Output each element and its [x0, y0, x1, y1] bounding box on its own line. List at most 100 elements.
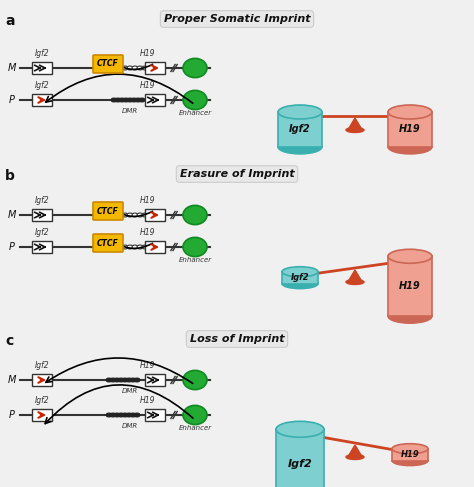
Text: H19: H19	[399, 125, 421, 134]
Ellipse shape	[111, 98, 117, 102]
Ellipse shape	[346, 128, 364, 132]
Ellipse shape	[132, 213, 138, 217]
Ellipse shape	[388, 140, 432, 154]
Ellipse shape	[117, 66, 123, 70]
Ellipse shape	[183, 91, 207, 110]
Ellipse shape	[117, 213, 123, 217]
Ellipse shape	[399, 115, 421, 120]
Ellipse shape	[130, 378, 136, 382]
Text: H19: H19	[140, 81, 156, 90]
Ellipse shape	[127, 245, 133, 249]
Bar	[145, 209, 165, 221]
Ellipse shape	[399, 260, 421, 265]
Ellipse shape	[130, 413, 136, 417]
Polygon shape	[349, 270, 361, 280]
Ellipse shape	[388, 309, 432, 323]
Ellipse shape	[278, 140, 322, 154]
Text: Igf2: Igf2	[35, 81, 49, 90]
Polygon shape	[349, 445, 361, 455]
Ellipse shape	[122, 413, 128, 417]
Text: Proper Somatic Imprint: Proper Somatic Imprint	[164, 14, 310, 24]
Bar	[32, 94, 52, 106]
Text: Enhancer: Enhancer	[178, 257, 211, 263]
Text: Enhancer: Enhancer	[178, 425, 211, 431]
Polygon shape	[349, 118, 361, 128]
Text: P: P	[9, 95, 15, 105]
Text: CTCF: CTCF	[97, 206, 119, 216]
Ellipse shape	[112, 213, 118, 217]
FancyBboxPatch shape	[93, 202, 123, 220]
Ellipse shape	[117, 245, 123, 249]
Ellipse shape	[392, 456, 428, 466]
Text: Igf2: Igf2	[291, 273, 310, 282]
Ellipse shape	[278, 105, 322, 119]
Ellipse shape	[137, 66, 143, 70]
Text: H19: H19	[140, 396, 156, 405]
Text: H19: H19	[140, 228, 156, 237]
Ellipse shape	[183, 206, 207, 225]
Text: H19: H19	[140, 361, 156, 370]
Ellipse shape	[110, 413, 116, 417]
Bar	[32, 241, 52, 253]
Text: CTCF: CTCF	[97, 59, 119, 69]
Bar	[145, 374, 165, 386]
Ellipse shape	[118, 413, 124, 417]
Polygon shape	[276, 430, 324, 487]
Text: Igf2: Igf2	[35, 228, 49, 237]
Bar	[145, 409, 165, 421]
Bar	[32, 62, 52, 75]
Ellipse shape	[134, 378, 140, 382]
Ellipse shape	[183, 58, 207, 77]
Ellipse shape	[131, 98, 137, 102]
Ellipse shape	[183, 405, 207, 425]
Ellipse shape	[139, 98, 145, 102]
Text: M: M	[8, 210, 16, 220]
Text: Igf2: Igf2	[35, 196, 49, 205]
Ellipse shape	[183, 237, 207, 257]
Ellipse shape	[282, 267, 318, 277]
Text: Enhancer: Enhancer	[178, 110, 211, 116]
Text: c: c	[5, 334, 13, 348]
Ellipse shape	[127, 98, 133, 102]
Ellipse shape	[112, 66, 118, 70]
Ellipse shape	[137, 245, 143, 249]
Ellipse shape	[392, 444, 428, 454]
Ellipse shape	[118, 378, 124, 382]
Polygon shape	[278, 112, 322, 147]
Ellipse shape	[132, 245, 138, 249]
Ellipse shape	[112, 245, 118, 249]
Ellipse shape	[122, 66, 128, 70]
Ellipse shape	[106, 378, 112, 382]
Ellipse shape	[142, 245, 148, 249]
Ellipse shape	[132, 66, 138, 70]
Ellipse shape	[137, 213, 143, 217]
Polygon shape	[388, 112, 432, 147]
Text: b: b	[5, 169, 15, 183]
Ellipse shape	[346, 454, 364, 460]
Ellipse shape	[289, 115, 311, 120]
Ellipse shape	[276, 421, 324, 437]
Ellipse shape	[127, 213, 133, 217]
Ellipse shape	[142, 213, 148, 217]
Ellipse shape	[388, 105, 432, 119]
Ellipse shape	[282, 279, 318, 289]
Ellipse shape	[126, 413, 132, 417]
Text: H19: H19	[140, 49, 156, 58]
Text: Loss of Imprint: Loss of Imprint	[190, 334, 284, 344]
Ellipse shape	[135, 98, 141, 102]
Ellipse shape	[114, 413, 120, 417]
FancyBboxPatch shape	[93, 55, 123, 73]
Ellipse shape	[123, 98, 129, 102]
Text: DMR: DMR	[122, 423, 138, 429]
Text: M: M	[8, 63, 16, 73]
Text: H19: H19	[401, 450, 419, 459]
Ellipse shape	[289, 275, 311, 280]
Text: H19: H19	[140, 196, 156, 205]
Ellipse shape	[134, 413, 140, 417]
Text: Igf2: Igf2	[35, 396, 49, 405]
Bar	[145, 94, 165, 106]
Ellipse shape	[114, 378, 120, 382]
Ellipse shape	[388, 249, 432, 263]
Ellipse shape	[399, 452, 421, 457]
Text: P: P	[9, 242, 15, 252]
